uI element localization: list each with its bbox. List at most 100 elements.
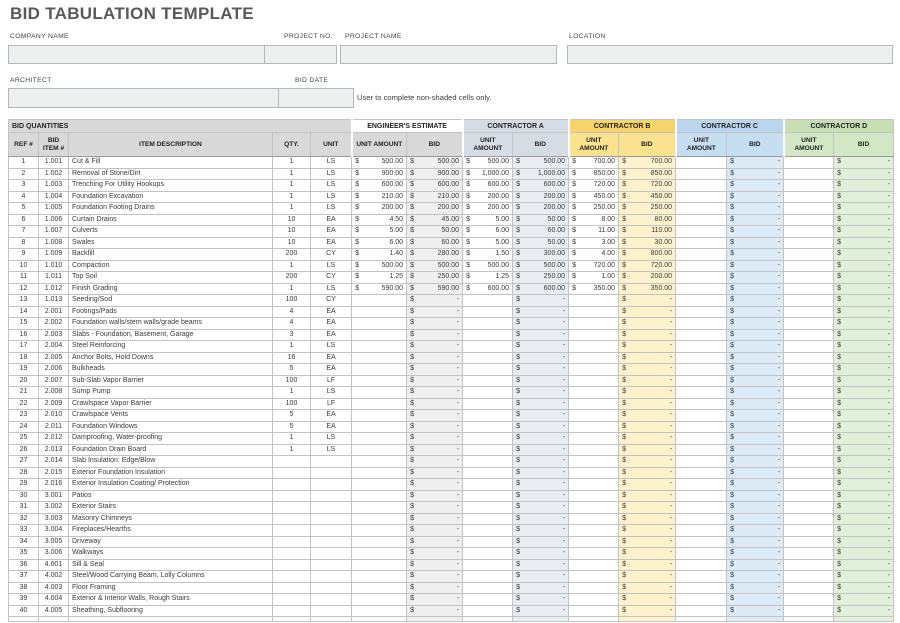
contractor-d-unit-amount-cell[interactable] xyxy=(783,409,835,422)
contractor-b-unit-amount-cell[interactable] xyxy=(568,570,620,583)
contractor-d-unit-amount-cell[interactable] xyxy=(783,340,835,353)
contractor-a-unit-amount-cell[interactable] xyxy=(462,593,514,606)
qty-cell[interactable]: 1 xyxy=(272,282,311,295)
description-cell[interactable]: Damproofing, Water-proofing xyxy=(68,432,273,445)
unit-cell[interactable]: LF xyxy=(309,374,353,387)
ee-unit-amount-cell[interactable] xyxy=(351,558,408,571)
contractor-d-unit-amount-cell[interactable] xyxy=(783,156,835,169)
unit-cell[interactable]: LS xyxy=(309,167,353,180)
contractor-d-unit-amount-cell[interactable] xyxy=(783,478,835,491)
contractor-a-unit-amount-cell[interactable]: $600.00 xyxy=(462,179,514,192)
qty-cell[interactable]: 5 xyxy=(272,409,311,422)
unit-cell[interactable]: EA xyxy=(309,305,353,318)
unit-cell[interactable]: EA xyxy=(309,363,353,376)
qty-cell[interactable]: 1 xyxy=(272,259,311,272)
contractor-b-unit-amount-cell[interactable] xyxy=(568,604,620,617)
contractor-d-unit-amount-cell[interactable] xyxy=(783,282,835,295)
ref-cell[interactable]: 20 xyxy=(8,374,39,387)
ee-unit-amount-cell[interactable] xyxy=(351,466,408,479)
qty-cell[interactable]: 1 xyxy=(272,443,311,456)
unit-cell[interactable]: LS xyxy=(309,282,353,295)
qty-cell[interactable]: 16 xyxy=(272,351,311,364)
contractor-b-unit-amount-cell[interactable] xyxy=(568,397,620,410)
unit-cell[interactable]: EA xyxy=(309,225,353,238)
ee-unit-amount-cell[interactable] xyxy=(351,455,408,468)
ee-unit-amount-cell[interactable]: $590.00 xyxy=(351,282,408,295)
ee-unit-amount-cell[interactable] xyxy=(351,443,408,456)
qty-cell[interactable] xyxy=(272,478,311,491)
bid-item-cell[interactable]: 1.013 xyxy=(38,294,69,307)
unit-cell[interactable]: LS xyxy=(309,340,353,353)
ref-cell[interactable]: 18 xyxy=(8,351,39,364)
qty-cell[interactable] xyxy=(272,524,311,537)
description-cell[interactable]: Bulkheads xyxy=(68,363,273,376)
ee-unit-amount-cell[interactable]: $1.40 xyxy=(351,248,408,261)
ee-unit-amount-cell[interactable] xyxy=(351,294,408,307)
contractor-c-unit-amount-cell[interactable] xyxy=(675,179,728,192)
contractor-c-unit-amount-cell[interactable] xyxy=(675,167,728,180)
unit-cell[interactable]: CY xyxy=(309,271,353,284)
contractor-a-unit-amount-cell[interactable]: $500.00 xyxy=(462,156,514,169)
description-cell[interactable]: Swales xyxy=(68,236,273,249)
qty-cell[interactable]: 1 xyxy=(272,156,311,169)
qty-cell[interactable]: 5 xyxy=(272,363,311,376)
description-cell[interactable]: Sill & Seal xyxy=(68,558,273,571)
contractor-b-unit-amount-cell[interactable]: $350.00 xyxy=(568,282,620,295)
description-cell[interactable]: Compaction xyxy=(68,259,273,272)
qty-cell[interactable]: 10 xyxy=(272,236,311,249)
ref-cell[interactable]: 40 xyxy=(8,604,39,617)
bid-item-cell[interactable]: 1.012 xyxy=(38,282,69,295)
ee-unit-amount-cell[interactable] xyxy=(351,317,408,330)
ee-unit-amount-cell[interactable] xyxy=(351,340,408,353)
location-input[interactable] xyxy=(567,45,893,64)
contractor-c-unit-amount-cell[interactable] xyxy=(675,489,728,502)
description-cell[interactable]: Finish Grading xyxy=(68,282,273,295)
ref-cell[interactable]: 38 xyxy=(8,581,39,594)
contractor-d-unit-amount-cell[interactable] xyxy=(783,397,835,410)
ref-cell[interactable]: 23 xyxy=(8,409,39,422)
contractor-b-unit-amount-cell[interactable] xyxy=(568,489,620,502)
project-no-input[interactable] xyxy=(264,45,337,64)
contractor-c-unit-amount-cell[interactable] xyxy=(675,501,728,514)
unit-cell[interactable] xyxy=(309,524,353,537)
bid-item-cell[interactable]: 4.002 xyxy=(38,570,69,583)
contractor-c-unit-amount-cell[interactable] xyxy=(675,282,728,295)
contractor-b-unit-amount-cell[interactable] xyxy=(568,317,620,330)
description-cell[interactable]: Foundation walls/stem walls/grade beams xyxy=(68,317,273,330)
contractor-a-unit-amount-cell[interactable] xyxy=(462,409,514,422)
description-cell[interactable]: Seeding/Sod xyxy=(68,294,273,307)
unit-cell[interactable]: LS xyxy=(309,386,353,399)
qty-cell[interactable]: 4 xyxy=(272,317,311,330)
contractor-d-unit-amount-cell[interactable] xyxy=(783,524,835,537)
ee-unit-amount-cell[interactable] xyxy=(351,420,408,433)
qty-cell[interactable]: 1 xyxy=(272,432,311,445)
bid-item-cell[interactable]: 2.003 xyxy=(38,328,69,341)
bid-item-cell[interactable]: 3.003 xyxy=(38,512,69,525)
qty-cell[interactable] xyxy=(272,501,311,514)
description-cell[interactable]: Steel/Wood Carrying Beam, Lolly Columns xyxy=(68,570,273,583)
bid-item-cell[interactable]: 2.002 xyxy=(38,317,69,330)
contractor-b-unit-amount-cell[interactable] xyxy=(568,547,620,560)
description-cell[interactable]: Removal of Stone/Dirt xyxy=(68,167,273,180)
unit-cell[interactable] xyxy=(309,466,353,479)
contractor-a-unit-amount-cell[interactable] xyxy=(462,501,514,514)
contractor-a-unit-amount-cell[interactable] xyxy=(462,328,514,341)
bid-item-cell[interactable]: 3.001 xyxy=(38,489,69,502)
qty-cell[interactable]: 100 xyxy=(272,374,311,387)
qty-cell[interactable] xyxy=(272,512,311,525)
contractor-d-unit-amount-cell[interactable] xyxy=(783,294,835,307)
contractor-a-unit-amount-cell[interactable] xyxy=(462,420,514,433)
unit-cell[interactable] xyxy=(309,558,353,571)
contractor-c-unit-amount-cell[interactable] xyxy=(675,259,728,272)
description-cell[interactable]: Exterior Foundation Insulation xyxy=(68,466,273,479)
ee-unit-amount-cell[interactable]: $900.00 xyxy=(351,167,408,180)
unit-cell[interactable]: EA xyxy=(309,236,353,249)
bid-item-cell[interactable]: 2.010 xyxy=(38,409,69,422)
description-cell[interactable]: Exterior Stairs xyxy=(68,501,273,514)
contractor-a-unit-amount-cell[interactable] xyxy=(462,305,514,318)
description-cell[interactable]: Floor Framing xyxy=(68,581,273,594)
qty-cell[interactable]: 200 xyxy=(272,248,311,261)
bid-item-cell[interactable]: 1.008 xyxy=(38,236,69,249)
contractor-a-unit-amount-cell[interactable] xyxy=(462,604,514,617)
unit-cell[interactable] xyxy=(309,501,353,514)
